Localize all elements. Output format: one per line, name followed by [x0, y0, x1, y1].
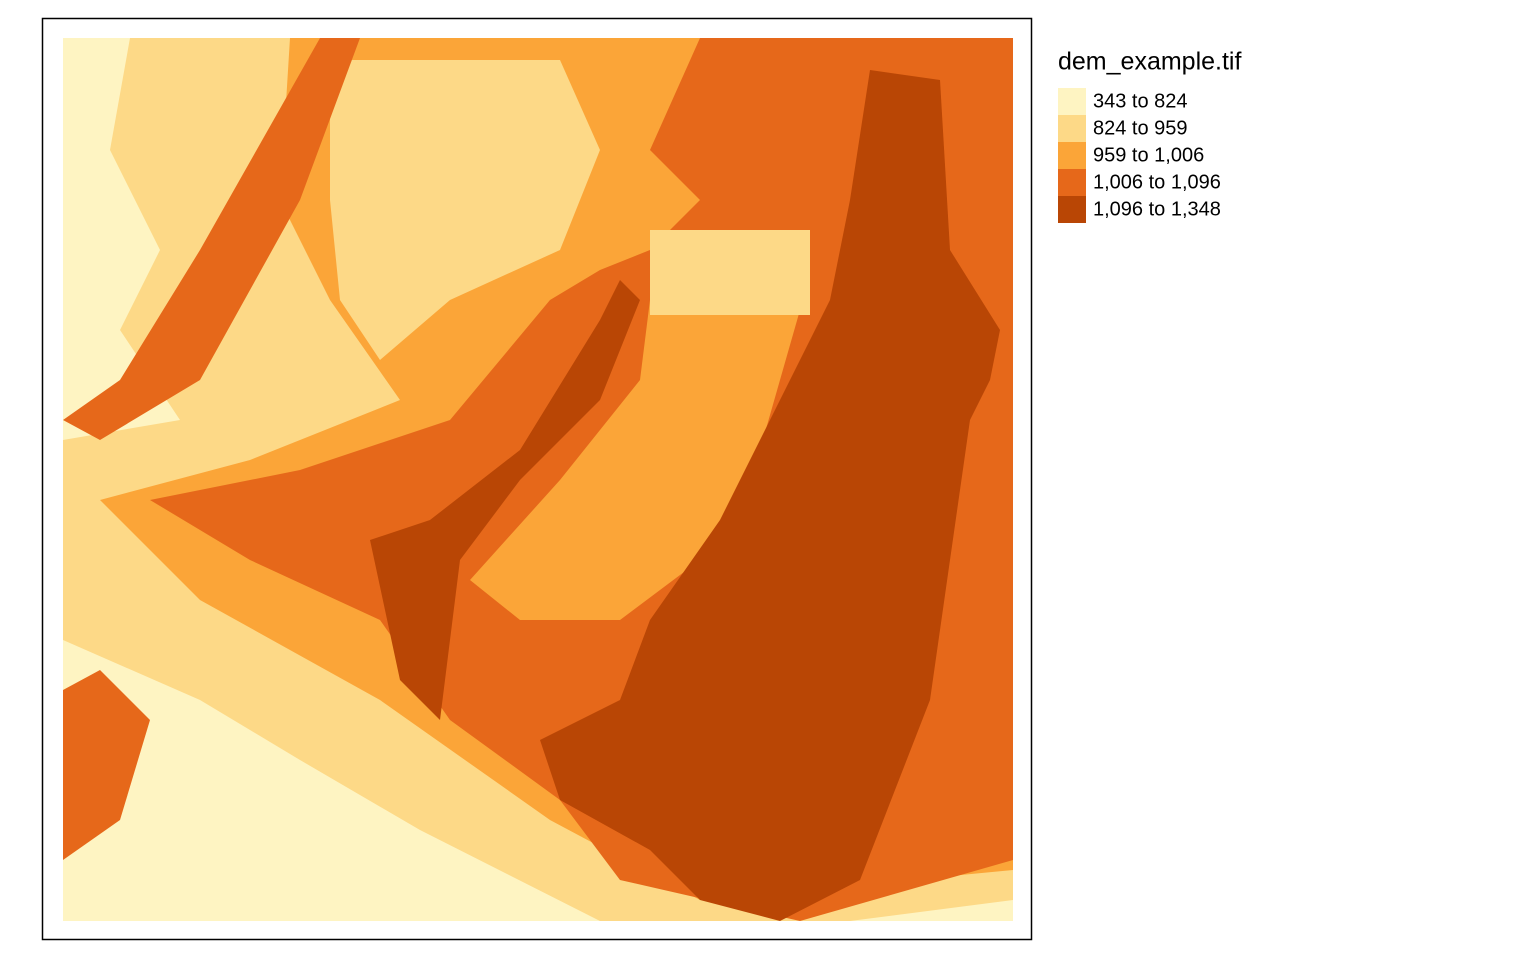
raster-zone [370, 280, 640, 720]
legend-label: 959 to 1,006 [1093, 144, 1204, 166]
legend-swatch [1058, 115, 1086, 142]
legend-swatch [1058, 169, 1086, 196]
legend-label: 343 to 824 [1093, 90, 1188, 112]
raster-zone [63, 38, 360, 440]
legend-swatch [1058, 142, 1086, 169]
legend-swatch [1058, 196, 1086, 223]
legend: dem_example.tif 343 to 824 824 to 959 959 … [1058, 48, 1241, 223]
raster-zone [650, 230, 810, 315]
raster-zone [540, 70, 1000, 921]
raster-zone [63, 670, 150, 860]
legend-swatch [1058, 88, 1086, 115]
legend-title: dem_example.tif [1058, 48, 1241, 76]
elevation-raster [63, 38, 1013, 921]
raster-zone [330, 60, 600, 360]
legend-label: 1,096 to 1,348 [1093, 198, 1221, 220]
raster-zone [470, 300, 800, 620]
legend-label: 824 to 959 [1093, 117, 1188, 139]
legend-label: 1,006 to 1,096 [1093, 171, 1221, 193]
